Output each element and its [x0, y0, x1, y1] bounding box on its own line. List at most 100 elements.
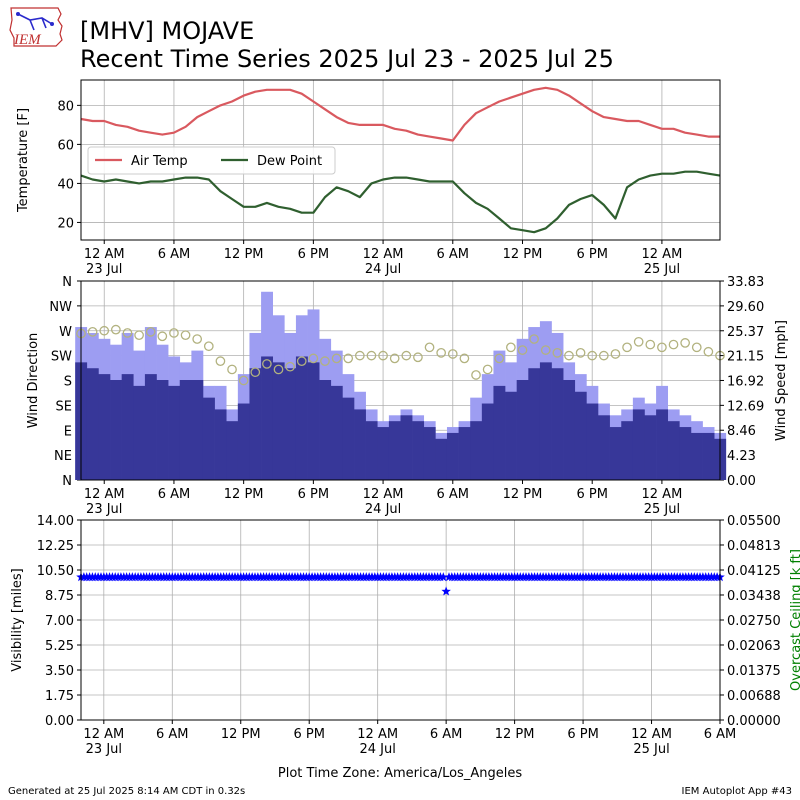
- wind-speed-bar: [632, 409, 645, 480]
- y-axis-label: Temperature [F]: [16, 108, 31, 213]
- y2-tick-label: 25.37: [727, 325, 764, 340]
- x-tick-label: 12 PM: [221, 727, 261, 742]
- wind-speed-bar: [179, 380, 192, 480]
- wind-speed-bar: [110, 380, 122, 480]
- wind-speed-bar: [539, 362, 552, 480]
- y-tick-label: SW: [51, 350, 72, 365]
- wind-speed-bar: [202, 397, 215, 480]
- wind-direction-point: [598, 350, 609, 361]
- x-tick-label: 6 PM: [293, 727, 324, 742]
- wind-direction-point: [203, 341, 214, 352]
- wind-speed-bar: [679, 427, 692, 480]
- y2-tick-label: 33.83: [727, 275, 764, 290]
- wind-speed-bar: [644, 415, 657, 480]
- x-tick-date-label: 25 Jul: [644, 502, 680, 517]
- y-tick-label: 14.00: [37, 514, 74, 529]
- y-axis-label: Wind Direction: [26, 333, 41, 429]
- y-axis-label: Visibility [miles]: [10, 568, 25, 671]
- wind-direction-point: [134, 330, 144, 341]
- footer-app: IEM Autoplot App #43: [682, 786, 792, 797]
- x-tick-label: 6 PM: [567, 727, 598, 742]
- y-tick-label: 8.75: [45, 589, 74, 604]
- y2-tick-label: 0.03438: [727, 589, 781, 604]
- wind-direction-point: [401, 350, 412, 361]
- wind-direction-point: [471, 370, 481, 380]
- x-tick-label: 12 PM: [224, 247, 264, 262]
- wind-direction-point: [331, 353, 342, 364]
- y-tick-label: 7.00: [45, 614, 74, 629]
- wind-speed-bar: [249, 368, 262, 480]
- wind-speed-bar: [667, 421, 680, 480]
- y2-tick-label: 0.02750: [727, 614, 781, 629]
- visibility-point: [441, 586, 451, 596]
- y-tick-label: E: [64, 424, 72, 439]
- wind-speed-bar: [586, 403, 599, 480]
- y2-tick-label: 0.01375: [727, 664, 781, 679]
- wind-direction-point: [587, 350, 598, 361]
- y-tick-label: SE: [56, 399, 72, 414]
- x-tick-label: 12 AM: [363, 247, 404, 262]
- wind-direction-point: [343, 353, 354, 364]
- x-tick-label: 6 AM: [704, 727, 737, 742]
- wind-speed-bar: [563, 380, 576, 480]
- x-tick-label: 12 PM: [224, 487, 264, 502]
- wind-direction-point: [529, 334, 539, 344]
- y2-tick-label: 0.04813: [727, 539, 781, 554]
- wind-direction-point: [633, 336, 644, 347]
- x-tick-label: 12 AM: [642, 247, 683, 262]
- wind-speed-bar: [470, 421, 483, 480]
- y2-tick-label: 21.15: [727, 350, 764, 365]
- y-tick-label: 80: [57, 99, 74, 114]
- y2-tick-label: 0.00000: [727, 714, 781, 729]
- legend-label: Air Temp: [131, 154, 188, 169]
- y-tick-label: 10.50: [37, 564, 74, 579]
- wind-speed-bar: [423, 427, 436, 480]
- wind-direction-point: [122, 328, 133, 338]
- y-tick-label: 40: [57, 177, 74, 192]
- wind-direction-point: [668, 339, 679, 350]
- wind-speed-bar: [144, 374, 157, 480]
- wind-speed-bar: [400, 415, 413, 480]
- y2-tick-label: 29.60: [727, 300, 764, 315]
- wind-speed-bar: [214, 409, 227, 480]
- dew-point-line: [80, 170, 721, 234]
- x-tick-label: 6 PM: [576, 487, 607, 502]
- x-tick-label: 12 PM: [503, 487, 543, 502]
- logo-node: [50, 22, 54, 26]
- wind-direction-point: [296, 356, 307, 367]
- wind-speed-bar: [435, 438, 448, 480]
- wind-direction-point: [575, 348, 586, 358]
- wind-speed-bar: [191, 380, 204, 480]
- wind-panel: N NE E SE S SW W NW N 0.00 4.23 8.46 12.69 16.92 21.15…: [26, 275, 789, 517]
- x-tick-date-label: 25 Jul: [644, 262, 680, 277]
- y2-tick-label: 16.92: [727, 374, 764, 389]
- wind-direction-point: [215, 356, 226, 367]
- wind-direction-point: [99, 325, 110, 336]
- wind-speed-bar: [481, 403, 494, 480]
- wind-speed-bar: [412, 421, 425, 480]
- wind-speed-bar: [319, 380, 332, 480]
- x-tick-label: 12 AM: [363, 487, 404, 502]
- y2-tick-label: 0.05500: [727, 514, 781, 529]
- wind-direction-point: [169, 328, 179, 338]
- wind-direction-point: [354, 350, 365, 361]
- chart-title-line2: Recent Time Series 2025 Jul 23 - 2025 Ju…: [80, 45, 614, 73]
- x-tick-date-label: 24 Jul: [365, 262, 401, 277]
- air-temp-line: [80, 86, 720, 142]
- wind-direction-point: [552, 348, 563, 358]
- wind-speed-bar: [86, 368, 99, 480]
- wind-direction-point: [564, 350, 574, 361]
- wind-speed-bar: [121, 374, 134, 480]
- wind-direction-point: [447, 349, 458, 359]
- wind-direction-point: [703, 346, 714, 357]
- x-tick-label: 6 AM: [430, 727, 463, 742]
- visibility-panel: 0.00 1.75 3.50 5.25 7.00 8.75 10.50 12.25 14.00 0…: [10, 514, 800, 757]
- wind-direction-point: [424, 342, 435, 353]
- wind-direction-point: [87, 327, 98, 337]
- y2-tick-label: 0.00: [727, 474, 756, 489]
- wind-direction-point: [366, 350, 377, 361]
- y-tick-label: 3.50: [45, 664, 74, 679]
- y-tick-label: 12.25: [37, 539, 74, 554]
- logo-network-lines: [17, 13, 53, 31]
